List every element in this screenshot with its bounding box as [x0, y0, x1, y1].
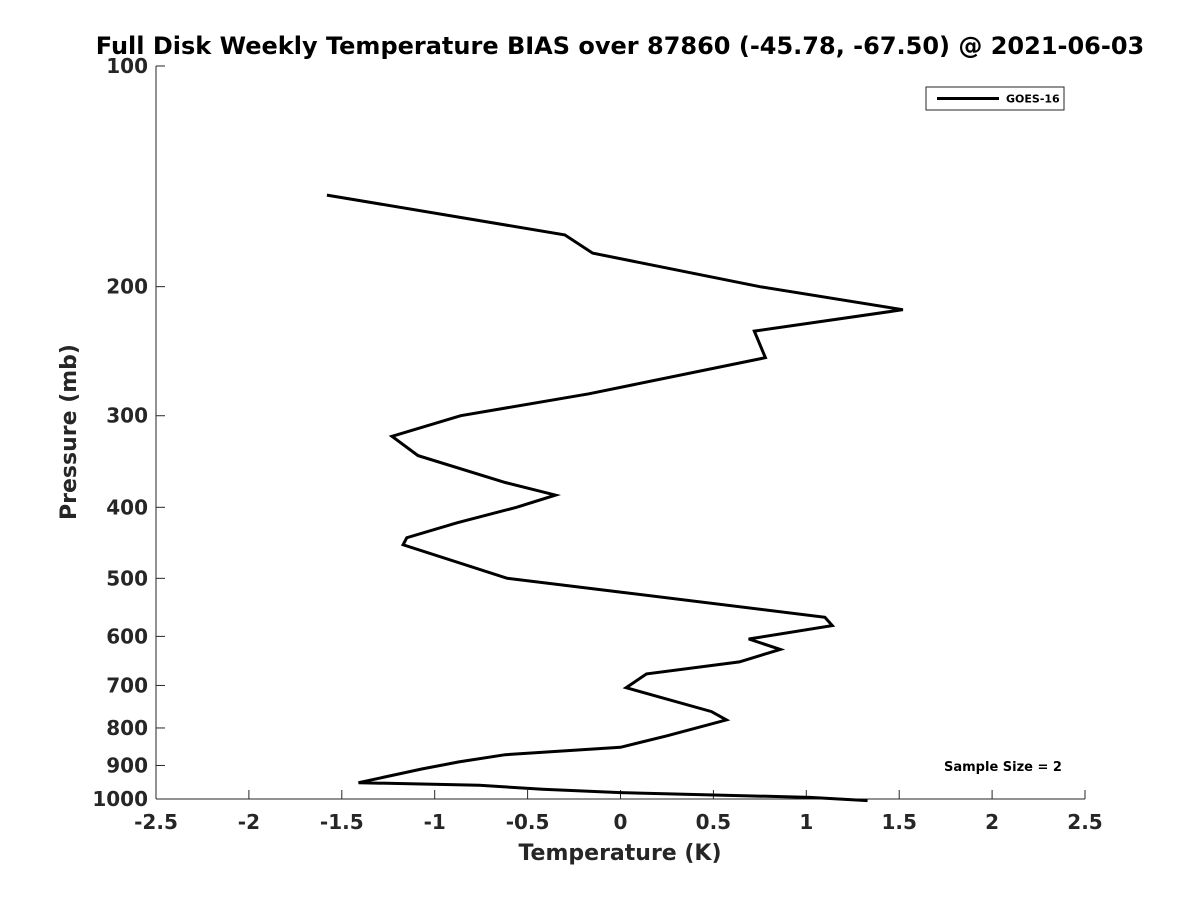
x-tick-label: 2 — [985, 810, 999, 834]
chart-title: Full Disk Weekly Temperature BIAS over 8… — [96, 32, 1144, 60]
y-tick-label: 500 — [106, 566, 148, 590]
x-tick-label: -1.5 — [320, 810, 364, 834]
x-tick-label: -0.5 — [506, 810, 550, 834]
x-tick-label: 2.5 — [1067, 810, 1102, 834]
x-tick-label: 1 — [799, 810, 813, 834]
x-tick-label: -1 — [424, 810, 446, 834]
plot-area — [155, 66, 1085, 800]
legend: GOES-16 — [925, 86, 1065, 111]
sample-size-annotation: Sample Size = 2 — [944, 760, 1062, 775]
y-tick-label: 300 — [106, 404, 148, 428]
x-tick-label: 0 — [614, 810, 628, 834]
x-tick-label: 1.5 — [881, 810, 916, 834]
y-tick-label: 100 — [106, 54, 148, 78]
y-tick-label: 600 — [106, 624, 148, 648]
x-tick-label: -2 — [238, 810, 260, 834]
x-tick-label: -2.5 — [134, 810, 178, 834]
y-axis-title: Pressure (mb) — [57, 344, 82, 520]
y-tick-label: 400 — [106, 495, 148, 519]
y-tick-label: 900 — [106, 753, 148, 777]
legend-label-goes16: GOES-16 — [1006, 93, 1060, 106]
x-tick-label: 0.5 — [696, 810, 731, 834]
y-tick-label: 200 — [106, 275, 148, 299]
x-axis-ticks: -2.5 -2 -1.5 -1 -0.5 0 0.5 1 1.5 2 2.5 — [134, 790, 1103, 834]
y-tick-label: 700 — [106, 673, 148, 697]
y-axis-ticks: 100 200 300 400 500 600 700 800 900 1000 — [92, 54, 165, 811]
series-group — [326, 193, 904, 803]
x-axis-title: Temperature (K) — [518, 841, 721, 866]
series-line-goes16 — [326, 193, 904, 803]
y-tick-label: 800 — [106, 716, 148, 740]
y-tick-label: 1000 — [92, 787, 148, 811]
